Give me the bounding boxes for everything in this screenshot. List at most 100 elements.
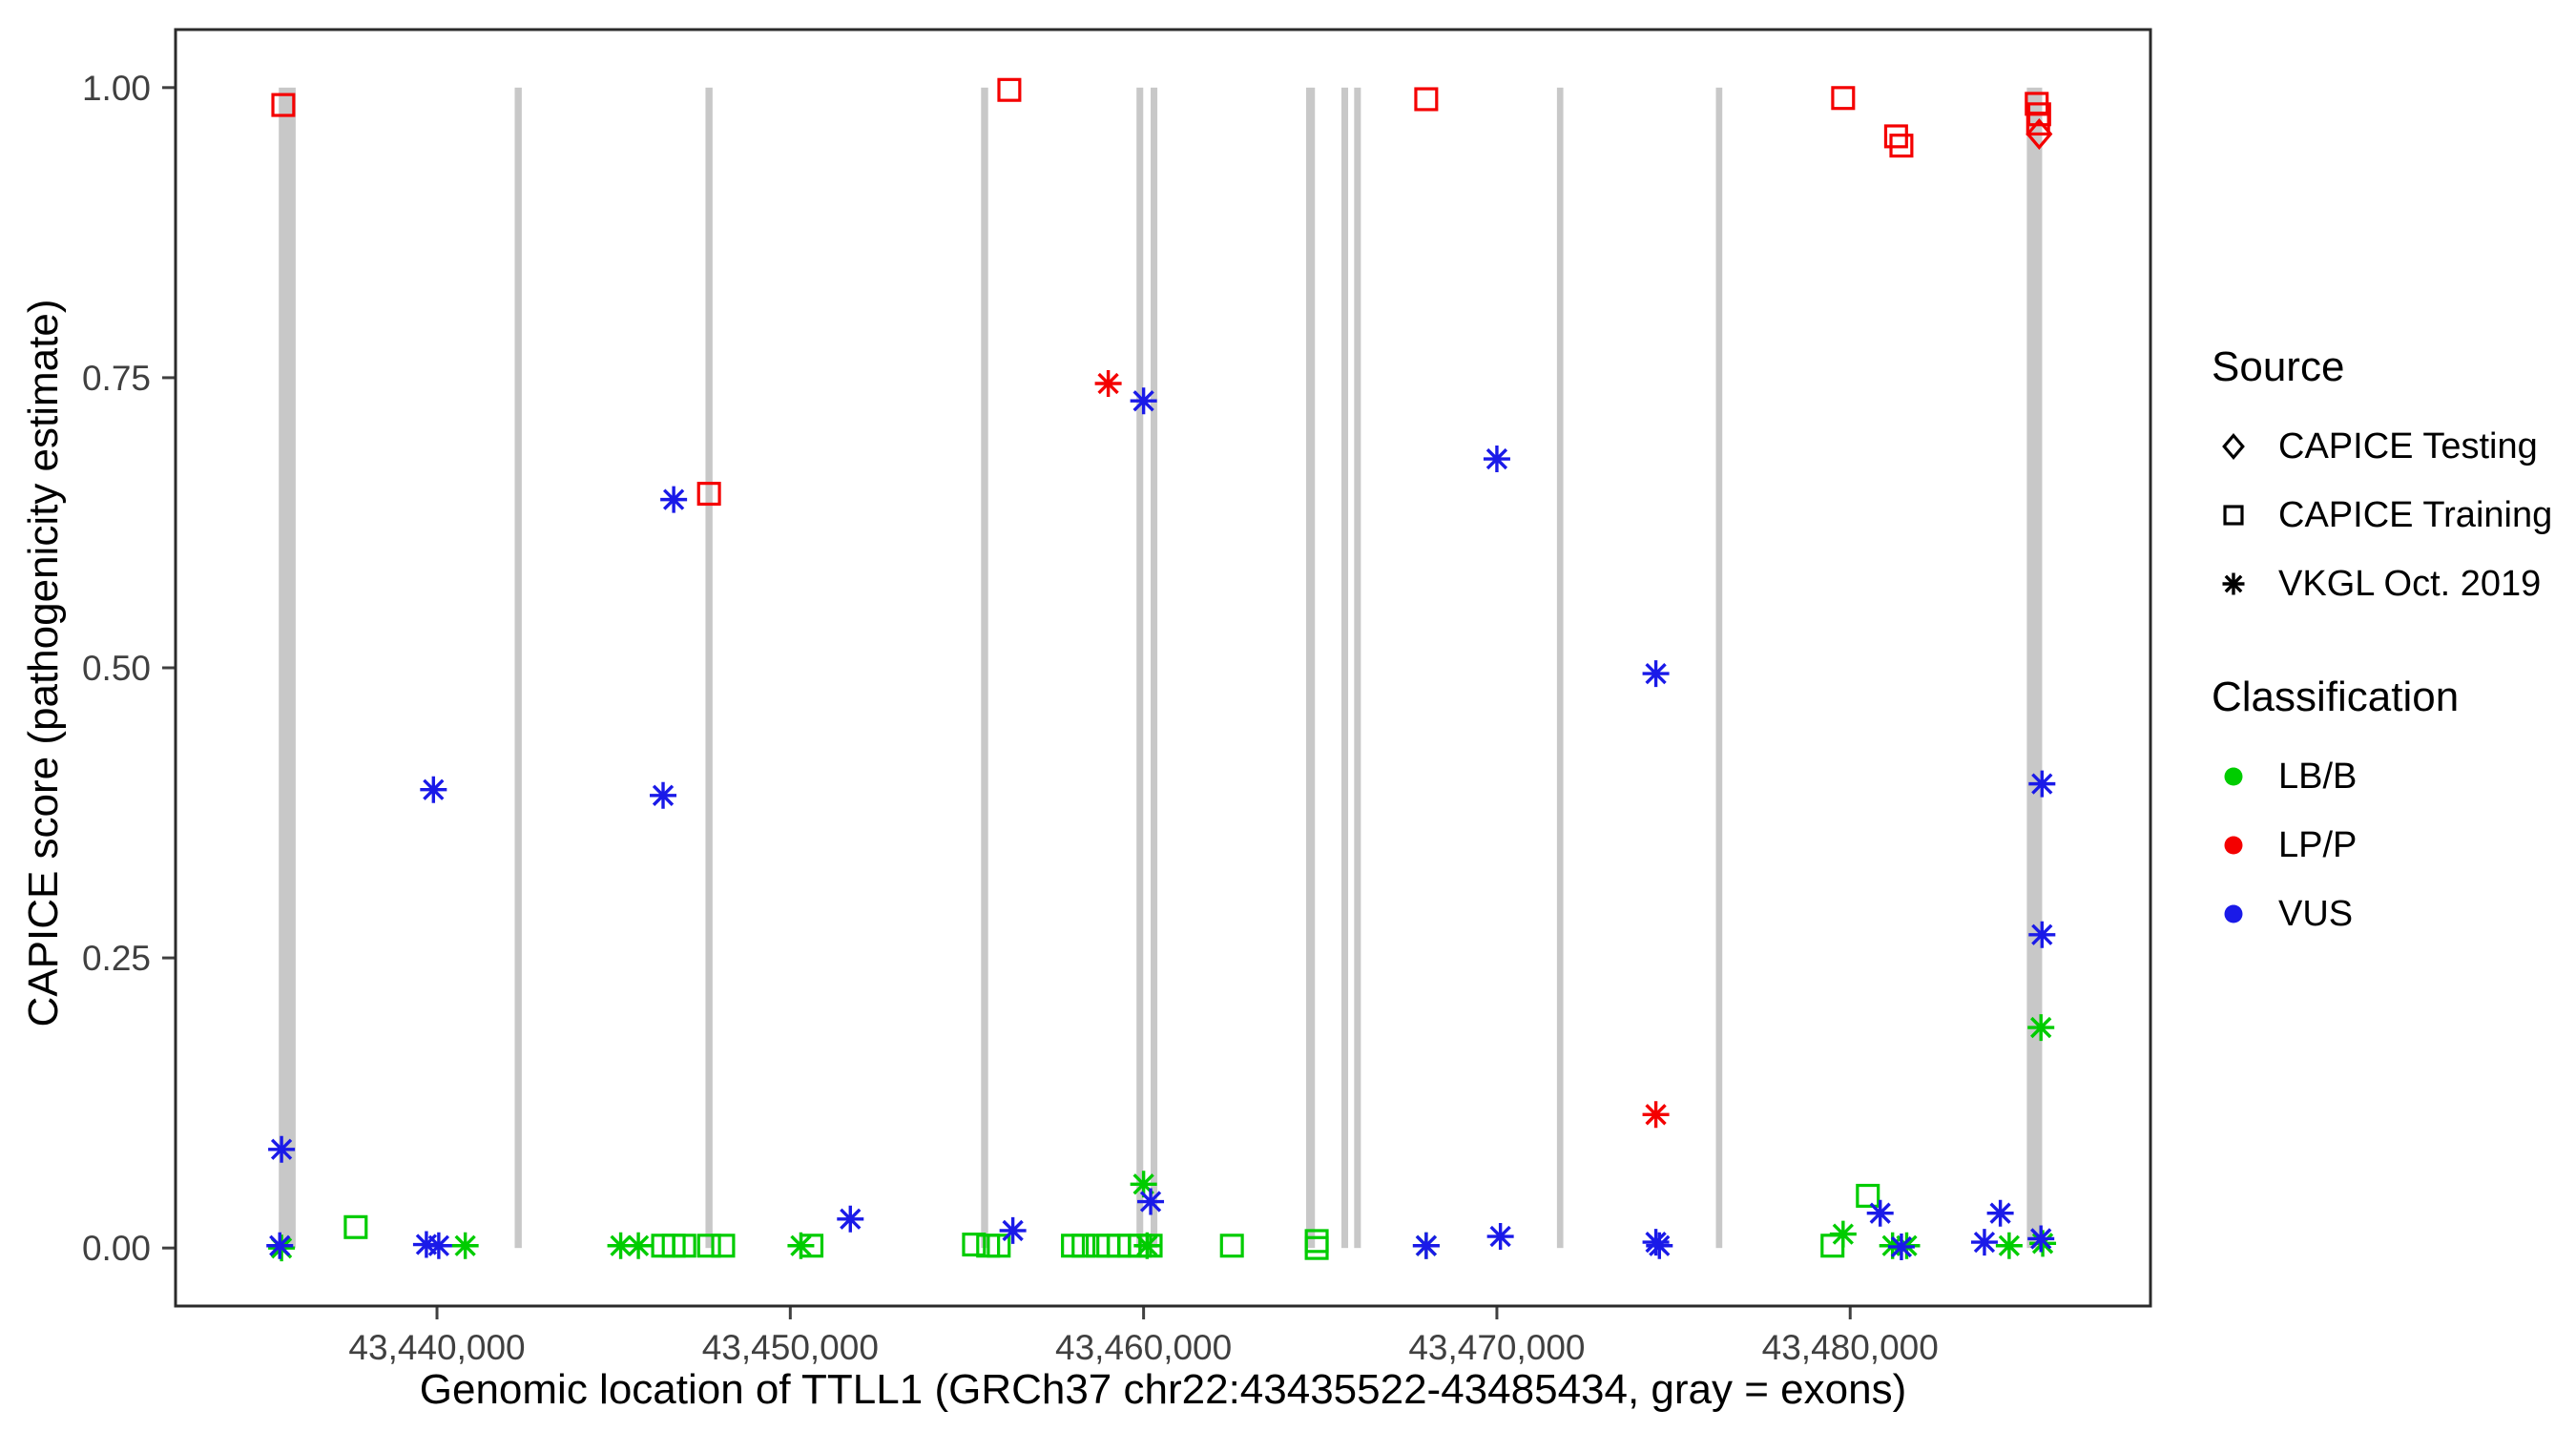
asterisk-marker-icon (1887, 1233, 1915, 1260)
asterisk-marker-icon (1866, 1199, 1894, 1227)
series-lpp (271, 77, 2051, 507)
legend-circle (2224, 767, 2243, 786)
square-marker-icon (343, 1214, 368, 1239)
asterisk-marker-icon (1130, 1171, 1157, 1198)
asterisk-marker-icon (787, 1232, 815, 1259)
series-lbb (343, 1183, 1880, 1260)
exon-bar (514, 87, 522, 1249)
y-axis-title: CAPICE score (pathogenicity estimate) (20, 299, 67, 1027)
asterisk-marker-icon (268, 1135, 296, 1163)
square-marker-icon (962, 1233, 987, 1257)
asterisk-marker-icon (1646, 1232, 1673, 1259)
legend-source-group: Source CAPICE Testing CAPICE Training VKGL… (2212, 343, 2552, 618)
square-marker-icon (1414, 87, 1439, 112)
exon-bar (1354, 87, 1361, 1249)
square-marker-icon (1071, 1234, 1096, 1258)
y-tick-label: 0.00 (82, 1229, 151, 1268)
asterisk-marker-icon (1970, 1229, 1998, 1256)
exon-bar (2026, 87, 2043, 1249)
square-marker-icon (672, 1234, 696, 1258)
x-tick-label: 43,460,000 (1055, 1328, 1232, 1367)
asterisk-marker-icon (1133, 1232, 1161, 1259)
asterisk-marker-icon (2028, 770, 2056, 798)
legend-item-capice-training: CAPICE Training (2212, 481, 2552, 550)
legend-classification-group: Classification LB/B LP/P VUS (2212, 674, 2552, 948)
legend-classification-items: LB/B LP/P VUS (2212, 742, 2552, 948)
exon-bar (981, 87, 988, 1249)
square-marker-icon (1304, 1235, 1329, 1260)
circle-icon (2224, 836, 2243, 855)
legend-item-label: VUS (2278, 893, 2354, 934)
plot-panel (176, 30, 2150, 1306)
legend-item-vus: VUS (2212, 880, 2552, 948)
x-tick-label: 43,470,000 (1408, 1328, 1585, 1367)
asterisk-marker-icon (1829, 1220, 1857, 1248)
exon-bar (1136, 87, 1144, 1249)
y-tick-label: 0.50 (82, 649, 151, 688)
y-tick-label: 1.00 (82, 69, 151, 108)
asterisk-marker-icon (1094, 369, 1122, 397)
diamond-marker-icon (2025, 118, 2053, 150)
asterisk-marker-icon (420, 776, 447, 803)
legend-source-title: Source (2212, 343, 2345, 390)
square-marker-icon (696, 482, 721, 507)
legend-classification-title: Classification (2212, 674, 2460, 720)
legend-item-label: LP/P (2278, 824, 2358, 865)
legend-item-label: CAPICE Training (2278, 494, 2553, 535)
asterisk-marker-icon (451, 1232, 479, 1259)
x-tick-label: 43,450,000 (702, 1328, 879, 1367)
exon-bar (1151, 87, 1158, 1249)
asterisk-marker-icon (2028, 921, 2056, 948)
square-marker-icon (711, 1234, 736, 1258)
asterisk-marker-icon (1642, 1101, 1670, 1129)
asterisk-marker-icon (837, 1205, 864, 1233)
legend-item-label: CAPICE Testing (2278, 425, 2538, 467)
square-marker-icon (2223, 505, 2244, 526)
legend-item-label: VKGL Oct. 2019 (2278, 563, 2542, 604)
legend-circle (2224, 836, 2243, 855)
asterisk-marker-icon (425, 1232, 452, 1259)
exon-bar (1715, 87, 1723, 1249)
circle-icon (2224, 767, 2243, 786)
asterisk-marker-icon (2029, 1230, 2057, 1257)
asterisk-marker-icon (607, 1232, 634, 1259)
asterisk-icon (2222, 572, 2245, 595)
square-icon (2223, 505, 2244, 526)
square-marker-icon (997, 77, 1022, 102)
square-marker-icon (696, 1234, 721, 1258)
diamond-marker-icon (2222, 433, 2245, 460)
exon-bar (705, 87, 713, 1249)
asterisk-marker-icon (999, 1216, 1027, 1244)
exon-bar (1305, 87, 1316, 1249)
asterisk-marker-icon (2222, 572, 2245, 595)
exon-bar (1341, 87, 1349, 1249)
panel-border (174, 28, 2152, 1308)
series-vus (266, 387, 2056, 1260)
asterisk-marker-icon (1412, 1232, 1440, 1259)
exon-bar (279, 87, 296, 1249)
x-tick-label: 43,480,000 (1762, 1328, 1939, 1367)
series-lpp (2025, 118, 2053, 150)
legend-circle (2224, 904, 2243, 923)
legend-source-items: CAPICE Testing CAPICE Training VKGL Oct. 2… (2212, 412, 2552, 618)
asterisk-marker-icon (266, 1232, 294, 1259)
legend-item-lb-b: LB/B (2212, 742, 2552, 811)
square-marker-icon (2025, 112, 2050, 136)
legend: Source CAPICE Testing CAPICE Training VKGL… (2212, 343, 2552, 948)
y-tick-label: 0.75 (82, 359, 151, 398)
square-marker-icon (1889, 134, 1914, 158)
legend-item-capice-testing: CAPICE Testing (2212, 412, 2552, 481)
square-marker-icon (1856, 1183, 1880, 1208)
asterisk-marker-icon (660, 486, 688, 513)
asterisk-marker-icon (1130, 387, 1157, 415)
square-marker-icon (1219, 1234, 1244, 1258)
asterisk-marker-icon (1137, 1188, 1165, 1215)
square-marker-icon (1831, 86, 1856, 111)
asterisk-marker-icon (1995, 1232, 2023, 1259)
asterisk-marker-icon (625, 1232, 653, 1259)
asterisk-marker-icon (2027, 1225, 2055, 1253)
exon-bar (1556, 87, 1564, 1249)
legend-item-label: LB/B (2278, 756, 2358, 797)
